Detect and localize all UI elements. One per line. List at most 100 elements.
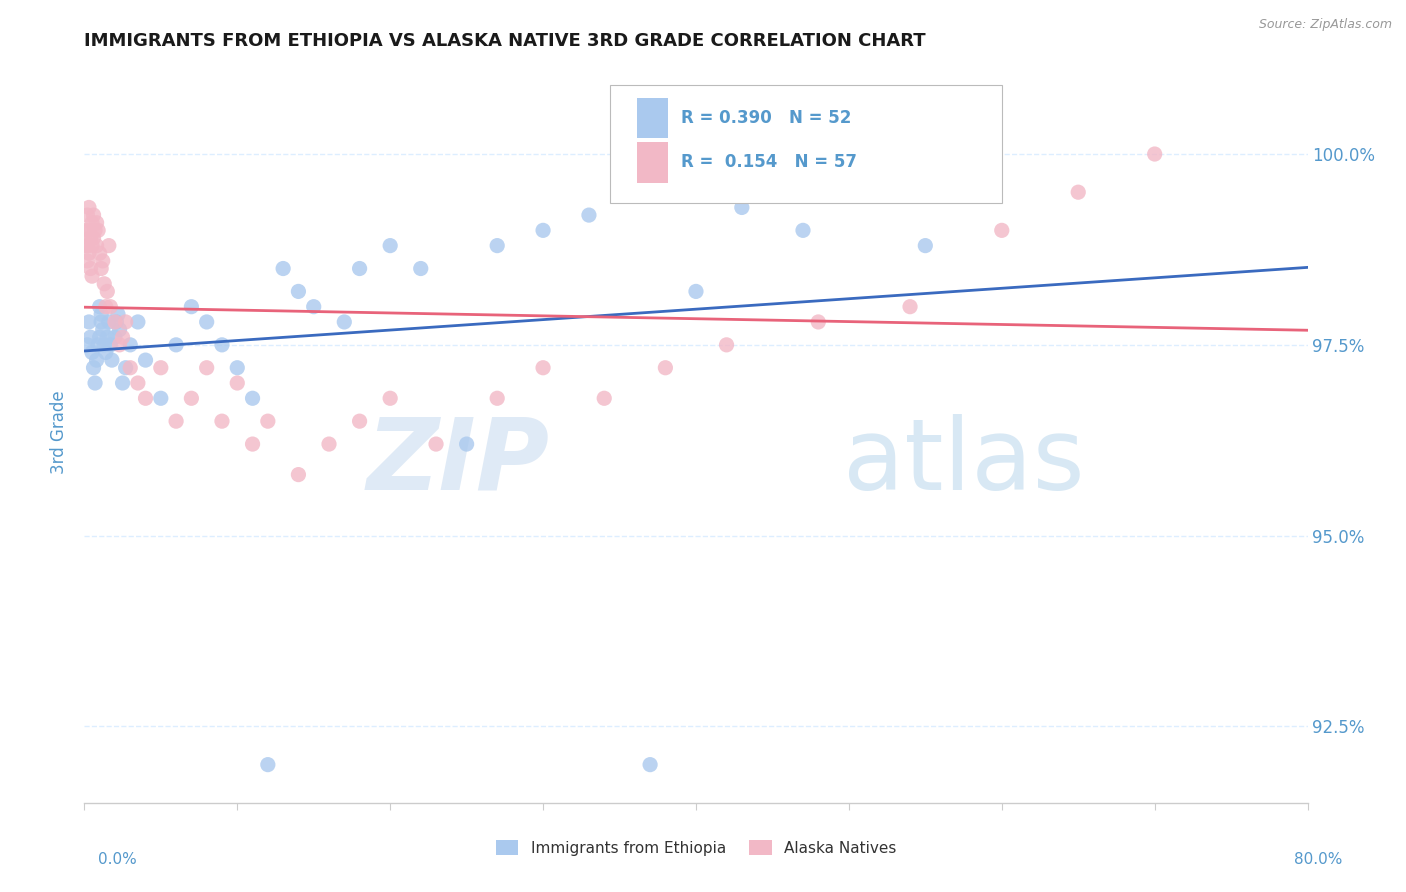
Point — [333, 315, 356, 329]
Point — [211, 414, 233, 428]
Point — [76, 253, 98, 268]
Point — [87, 223, 110, 237]
Point — [135, 391, 157, 405]
Point — [242, 437, 264, 451]
Point — [807, 315, 830, 329]
Point — [120, 338, 142, 352]
Point — [898, 300, 921, 314]
Point — [97, 315, 120, 329]
Point — [425, 437, 447, 451]
Point — [77, 223, 100, 237]
Point — [77, 246, 100, 260]
Point — [80, 216, 103, 230]
Point — [96, 285, 118, 299]
Point — [127, 376, 149, 390]
Point — [380, 391, 402, 405]
Point — [89, 300, 111, 314]
Point — [76, 338, 98, 352]
Point — [486, 391, 509, 405]
Point — [77, 315, 100, 329]
Point — [79, 330, 101, 344]
Point — [195, 315, 218, 329]
Point — [257, 757, 280, 772]
Point — [105, 315, 128, 329]
Text: ZIP: ZIP — [366, 414, 550, 511]
Point — [80, 238, 103, 252]
Point — [127, 315, 149, 329]
Point — [84, 376, 107, 390]
Point — [149, 360, 172, 375]
Point — [75, 223, 97, 237]
Text: R = 0.390   N = 52: R = 0.390 N = 52 — [682, 109, 852, 127]
FancyBboxPatch shape — [610, 85, 1002, 203]
Text: 0.0%: 0.0% — [98, 852, 138, 867]
Point — [80, 345, 103, 359]
Point — [89, 246, 111, 260]
Point — [104, 315, 127, 329]
Point — [226, 360, 249, 375]
Bar — [637, 97, 668, 138]
Point — [108, 322, 131, 336]
Point — [1067, 185, 1090, 199]
Point — [211, 338, 233, 352]
Point — [84, 223, 107, 237]
Point — [349, 414, 371, 428]
Point — [90, 261, 112, 276]
Point — [991, 223, 1014, 237]
Point — [107, 307, 129, 321]
Point — [98, 338, 121, 352]
Point — [716, 338, 738, 352]
Point — [242, 391, 264, 405]
Point — [531, 223, 554, 237]
Point — [101, 353, 124, 368]
Point — [91, 253, 114, 268]
Point — [76, 238, 98, 252]
Text: IMMIGRANTS FROM ETHIOPIA VS ALASKA NATIVE 3RD GRADE CORRELATION CHART: IMMIGRANTS FROM ETHIOPIA VS ALASKA NATIV… — [84, 32, 927, 50]
Point — [180, 300, 202, 314]
Point — [89, 330, 111, 344]
Text: R =  0.154   N = 57: R = 0.154 N = 57 — [682, 153, 858, 171]
Point — [96, 330, 118, 344]
Point — [114, 360, 136, 375]
Text: Source: ZipAtlas.com: Source: ZipAtlas.com — [1258, 18, 1392, 31]
Point — [86, 353, 108, 368]
Point — [111, 376, 134, 390]
Point — [914, 238, 936, 252]
Point — [111, 330, 134, 344]
Point — [76, 208, 98, 222]
Point — [226, 376, 249, 390]
Point — [1143, 147, 1166, 161]
Point — [94, 345, 117, 359]
Point — [86, 238, 108, 252]
Point — [654, 360, 676, 375]
Point — [104, 330, 127, 344]
Point — [287, 285, 309, 299]
Point — [93, 277, 115, 291]
Point — [486, 238, 509, 252]
Point — [75, 238, 97, 252]
Point — [409, 261, 432, 276]
Point — [731, 201, 754, 215]
Point — [79, 261, 101, 276]
Point — [83, 231, 105, 245]
Point — [531, 360, 554, 375]
Point — [86, 216, 108, 230]
Point — [97, 238, 120, 252]
Point — [80, 269, 103, 284]
Point — [271, 261, 294, 276]
Point — [318, 437, 340, 451]
Point — [120, 360, 142, 375]
Legend: Immigrants from Ethiopia, Alaska Natives: Immigrants from Ethiopia, Alaska Natives — [489, 834, 903, 862]
Point — [165, 414, 187, 428]
Text: 80.0%: 80.0% — [1295, 852, 1343, 867]
Point — [135, 353, 157, 368]
Point — [79, 231, 101, 245]
Y-axis label: 3rd Grade: 3rd Grade — [51, 391, 69, 475]
Point — [90, 315, 112, 329]
Point — [302, 300, 325, 314]
Point — [578, 208, 600, 222]
Point — [94, 300, 117, 314]
Point — [77, 201, 100, 215]
Point — [87, 338, 110, 352]
Point — [593, 391, 616, 405]
